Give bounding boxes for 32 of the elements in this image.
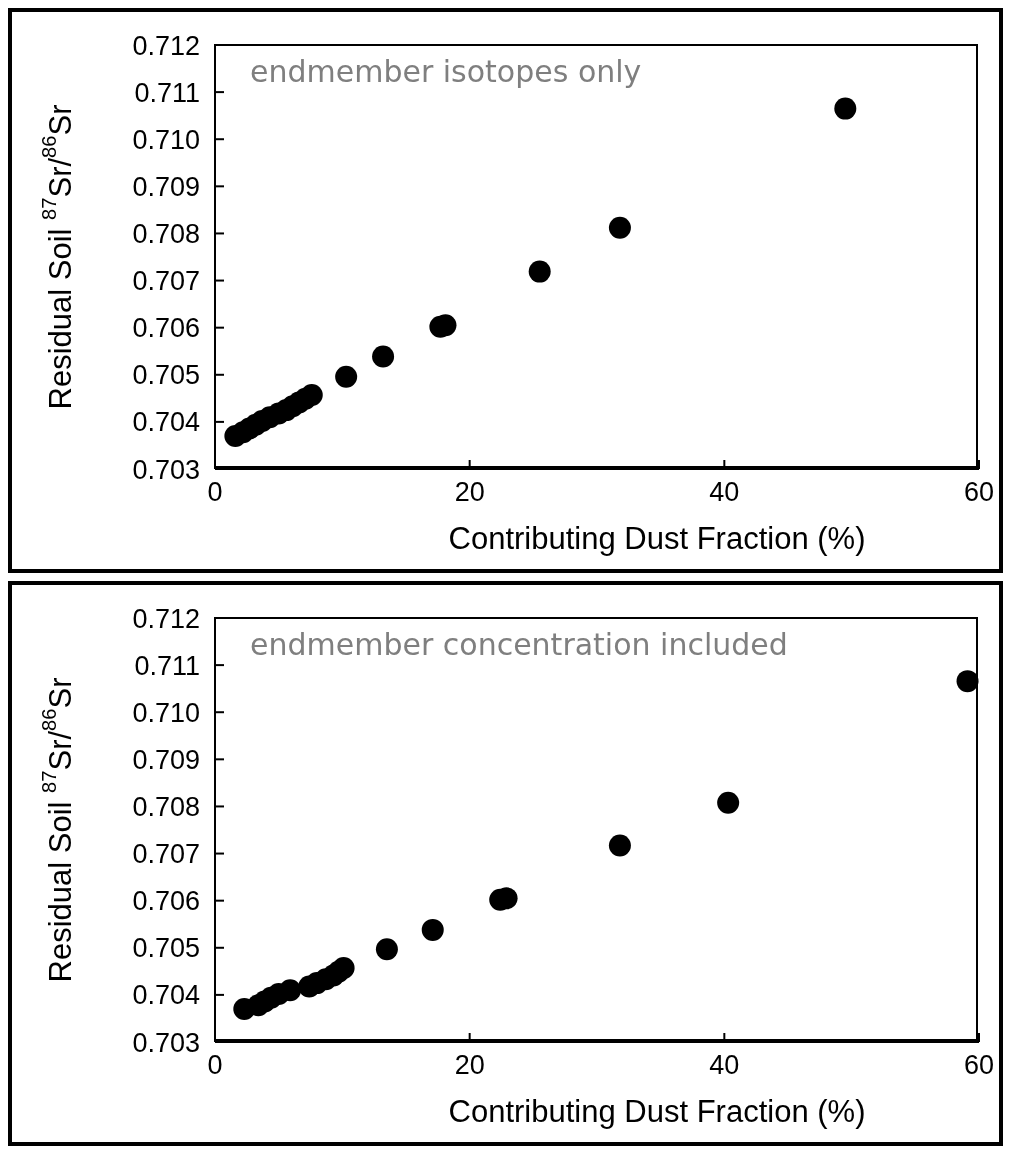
y-tick-label: 0.704 (132, 980, 200, 1011)
y-tick-label: 0.712 (132, 603, 200, 634)
y-tick-label: 0.710 (132, 124, 200, 155)
y-tick-label: 0.709 (132, 744, 200, 775)
y-tick-label: 0.705 (132, 933, 200, 964)
x-tick-label: 40 (709, 1050, 740, 1081)
x-tick-label: 20 (454, 477, 485, 508)
y-tick-label: 0.708 (132, 219, 200, 250)
x-tick-label: 20 (454, 1050, 485, 1081)
y-tick-label: 0.708 (132, 792, 200, 823)
y-tick-label: 0.711 (134, 77, 200, 108)
y-tick-label: 0.712 (132, 30, 200, 61)
x-tick-label: 60 (963, 1050, 995, 1081)
x-tick-label: 60 (963, 477, 995, 508)
x-tick-label: 40 (709, 477, 740, 508)
y-tick-label: 0.709 (132, 171, 200, 202)
x-tick-label: 0 (207, 477, 223, 508)
y-tick-label: 0.710 (132, 697, 200, 728)
y-tick-label: 0.703 (132, 1027, 200, 1058)
y-tick-label: 0.703 (132, 454, 200, 485)
y-tick-label: 0.707 (132, 266, 200, 297)
x-tick-label: 0 (207, 1050, 223, 1081)
annotation: endmember isotopes only (250, 54, 642, 89)
y-tick-label: 0.707 (132, 839, 200, 870)
y-tick-label: 0.705 (132, 360, 200, 391)
x-axis-title: Contributing Dust Fraction (%) (448, 1094, 866, 1129)
x-axis-title: Contributing Dust Fraction (%) (448, 521, 866, 556)
y-tick-label: 0.704 (132, 407, 200, 438)
y-tick-label: 0.706 (132, 313, 200, 344)
y-tick-label: 0.711 (134, 650, 200, 681)
annotation: endmember concentration included (250, 627, 788, 662)
y-tick-label: 0.706 (132, 886, 200, 917)
